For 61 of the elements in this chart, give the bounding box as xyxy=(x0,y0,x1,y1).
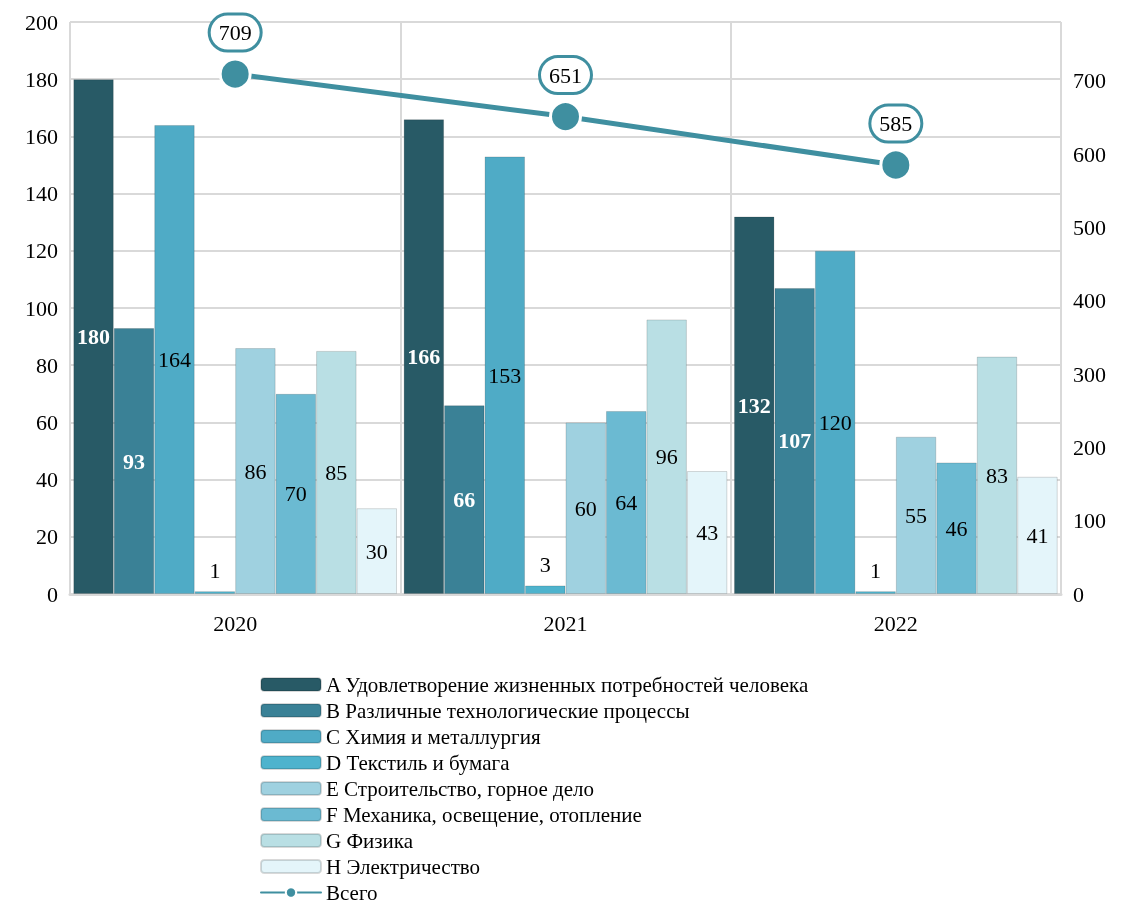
data-label: 153 xyxy=(488,362,522,388)
data-label: 64 xyxy=(615,489,638,515)
data-label: 3 xyxy=(539,551,551,577)
data-label: 85 xyxy=(325,459,348,485)
legend-label: D Текстиль и бумага xyxy=(326,750,511,775)
y2-tick-label: 300 xyxy=(1073,361,1106,387)
legend-label: A Удовлетворение жизненных потребностей человека xyxy=(326,672,809,697)
data-label: 1 xyxy=(209,557,221,583)
legend-label: E Строительство, горное дело xyxy=(326,776,594,801)
y-tick-label: 180 xyxy=(25,66,58,92)
data-label: 70 xyxy=(284,481,307,507)
data-label: 43 xyxy=(696,520,719,546)
data-label: 107 xyxy=(778,428,812,454)
data-label: 86 xyxy=(244,458,267,484)
y2-tick-label: 500 xyxy=(1073,214,1106,240)
y-tick-label: 120 xyxy=(25,238,58,264)
legend-label: F Механика, освещение, отопление xyxy=(326,802,642,827)
legend-label: H Электричество xyxy=(326,854,481,879)
data-label: 585 xyxy=(879,111,913,136)
data-label: 180 xyxy=(77,324,111,350)
y2-tick-label: 100 xyxy=(1073,508,1106,534)
y-tick-label: 40 xyxy=(36,467,58,493)
y-tick-label: 0 xyxy=(47,581,58,607)
legend-label: C Химия и металлургия xyxy=(326,724,541,749)
data-label: 66 xyxy=(453,487,476,513)
data-label: 46 xyxy=(945,515,968,541)
data-label: 709 xyxy=(218,20,252,46)
legend-label: G Физика xyxy=(326,828,414,853)
data-label: 83 xyxy=(986,462,1008,488)
legend-label: B Различные технологические процессы xyxy=(326,698,690,723)
point xyxy=(218,57,252,91)
data-label: 651 xyxy=(549,62,582,88)
data-label: 164 xyxy=(157,346,191,372)
data-label: 93 xyxy=(123,448,145,474)
data-label: 166 xyxy=(407,344,441,370)
y-tick-label: 20 xyxy=(36,524,58,550)
legend-label: Всего xyxy=(326,880,378,905)
data-label: 41 xyxy=(1026,522,1049,548)
y2-tick-label: 200 xyxy=(1073,434,1106,460)
data-label: 120 xyxy=(818,409,852,435)
data-label: 1 xyxy=(870,557,882,583)
x-tick-label: 2021 xyxy=(543,610,588,636)
data-label: 55 xyxy=(905,502,928,528)
point xyxy=(879,148,913,182)
y-tick-label: 140 xyxy=(25,181,58,207)
y2-tick-label: 400 xyxy=(1073,288,1106,314)
data-label: 60 xyxy=(574,495,597,521)
data-label: 96 xyxy=(655,444,678,470)
y2-tick-label: 700 xyxy=(1073,68,1106,94)
y-tick-label: 80 xyxy=(36,352,58,378)
y-tick-label: 200 xyxy=(25,9,58,35)
y-tick-label: 160 xyxy=(25,123,58,149)
data-label: 30 xyxy=(365,538,388,564)
y-tick-label: 100 xyxy=(25,295,58,321)
point xyxy=(549,100,582,134)
y2-tick-label: 0 xyxy=(1073,581,1084,607)
data-label: 132 xyxy=(737,392,771,418)
x-tick-label: 2022 xyxy=(873,610,918,636)
x-tick-label: 2020 xyxy=(213,610,258,636)
y2-tick-label: 600 xyxy=(1073,141,1106,167)
y-tick-label: 60 xyxy=(36,409,58,435)
